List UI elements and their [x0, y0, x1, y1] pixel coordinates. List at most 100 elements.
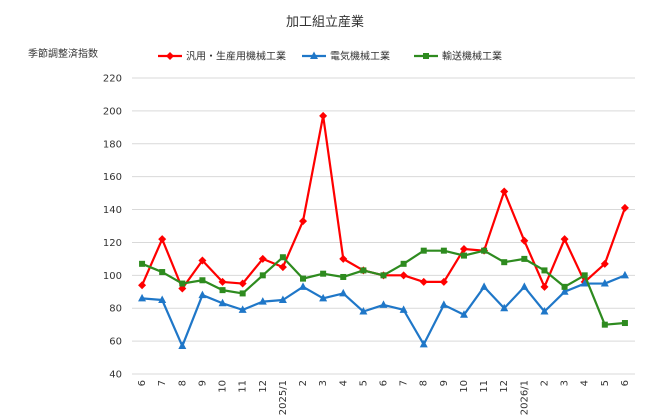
series-1 [138, 111, 629, 293]
data-point [419, 339, 428, 348]
y-tick-label: 60 [109, 337, 122, 348]
data-point [360, 267, 367, 274]
data-point [500, 303, 509, 312]
data-point [399, 305, 408, 313]
data-point [319, 111, 328, 120]
series-line [141, 249, 626, 326]
data-point [459, 245, 468, 254]
data-point [278, 295, 287, 303]
data-point [521, 255, 528, 262]
data-point [460, 252, 467, 259]
data-point [379, 300, 388, 308]
legend-marker [166, 52, 174, 60]
y-axis-ticks: 40 60 80 100 120 140 160 180 200 220 [103, 74, 122, 381]
data-point [279, 254, 286, 261]
legend-item-2: 電気機械工業 [302, 50, 390, 63]
x-tick-label: 10 [459, 380, 470, 393]
y-tick-label: 140 [103, 205, 122, 216]
data-point [380, 272, 387, 279]
data-point [178, 341, 187, 350]
data-point [439, 277, 448, 286]
data-point [138, 281, 147, 290]
data-point [339, 288, 348, 297]
data-point [540, 282, 549, 291]
y-tick-label: 80 [109, 304, 122, 315]
data-point [419, 277, 428, 286]
y-tick-label: 100 [103, 271, 122, 282]
x-tick-label: 11 [238, 380, 249, 393]
x-tick-label: 5 [358, 380, 369, 386]
data-point [238, 279, 247, 288]
data-point [359, 307, 368, 315]
x-tick-label: 3 [318, 380, 329, 386]
data-point [420, 247, 427, 254]
legend: 汎用・生産用機械工業 電気機械工業 輸送機械工業 [158, 50, 502, 63]
data-point [581, 272, 588, 279]
x-tick-label: 11 [479, 380, 490, 393]
data-point [219, 287, 226, 294]
data-point [520, 282, 529, 290]
data-point [500, 187, 509, 196]
data-point [399, 271, 408, 280]
data-point [218, 277, 227, 286]
series-group [138, 111, 629, 350]
data-point [238, 305, 247, 313]
gridlines [132, 77, 635, 375]
x-tick-label: 7 [399, 380, 410, 386]
x-tick-label: 6 [620, 380, 631, 386]
data-point [560, 235, 569, 244]
x-tick-label: 12 [258, 380, 269, 393]
data-point [139, 260, 146, 267]
legend-label: 電気機械工業 [330, 50, 390, 63]
series-line [141, 114, 626, 290]
data-point [239, 290, 246, 297]
chart-title: 加工組立産業 [286, 14, 364, 30]
data-point [520, 236, 529, 245]
legend-label: 汎用・生産用機械工業 [186, 50, 286, 63]
data-point [621, 320, 628, 327]
x-tick-label: 7 [157, 380, 168, 386]
data-point [198, 290, 207, 299]
data-point [259, 272, 266, 279]
data-point [440, 247, 447, 254]
x-tick-label: 6 [137, 380, 148, 386]
data-point [580, 279, 589, 287]
data-point [540, 307, 549, 315]
y-tick-label: 160 [103, 172, 122, 183]
x-axis-ticks: 6 7 8 9 10 11 12 2025/1 2 3 4 5 6 7 8 9 10 11 12 2026/1 2 3 4 5… [137, 380, 631, 415]
data-point [299, 282, 308, 290]
x-tick-label: 9 [197, 380, 208, 386]
data-point [560, 287, 569, 295]
data-point [319, 293, 328, 302]
data-point [601, 321, 608, 328]
x-tick-label: 10 [218, 380, 229, 393]
x-tick-label: 2025/1 [278, 380, 289, 415]
legend-item-3: 輸送機械工業 [414, 50, 502, 63]
data-point [339, 254, 348, 263]
data-point [600, 279, 609, 287]
x-tick-label: 2 [539, 380, 550, 386]
x-tick-label: 4 [338, 380, 349, 386]
x-tick-label: 6 [379, 380, 390, 386]
data-point [158, 295, 167, 303]
y-tick-label: 200 [103, 106, 122, 117]
x-tick-label: 9 [439, 380, 450, 386]
x-tick-label: 2026/1 [519, 380, 530, 415]
x-tick-label: 8 [177, 380, 188, 386]
data-point [258, 297, 267, 305]
x-tick-label: 8 [419, 380, 430, 386]
y-tick-label: 40 [109, 370, 122, 381]
data-point [481, 247, 488, 254]
data-point [620, 203, 629, 212]
data-point [198, 256, 207, 265]
y-tick-label: 120 [103, 238, 122, 249]
legend-label: 輸送機械工業 [442, 50, 502, 63]
data-point [541, 267, 548, 274]
data-point [620, 270, 629, 279]
data-point [459, 310, 468, 318]
data-point [158, 235, 167, 244]
data-point [199, 277, 206, 284]
legend-marker [423, 53, 429, 59]
data-point [138, 293, 147, 302]
